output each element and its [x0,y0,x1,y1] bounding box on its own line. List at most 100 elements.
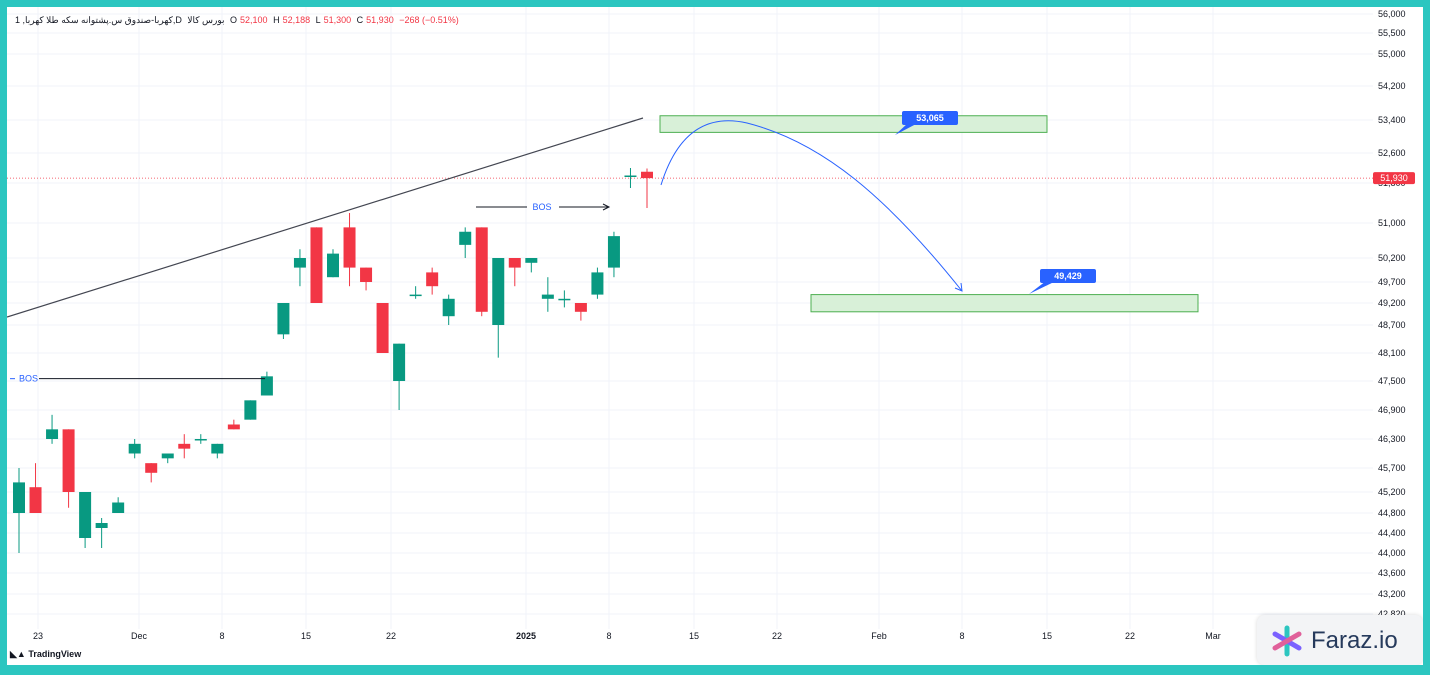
faraz-watermark: Faraz.io [1257,615,1423,665]
close-value: 51,930 [366,15,394,25]
change-value: −268 (−0.51%) [399,15,459,25]
bos-arrow-head [602,203,611,211]
candle-body[interactable] [244,400,257,420]
candle-body[interactable] [178,443,191,449]
candle-body[interactable] [409,294,422,297]
candle-body[interactable] [459,231,472,245]
time-tick-label: 15 [689,631,699,641]
candle-body[interactable] [607,236,620,268]
target-label-upper[interactable] [902,111,958,125]
price-tick-label: 48,700 [1378,320,1406,330]
time-tick-label: 15 [1042,631,1052,641]
projection-path[interactable] [660,120,963,292]
target-label-upper-pointer [895,123,918,135]
candle-body[interactable] [145,463,158,473]
faraz-star-icon [1272,625,1302,657]
exchange-name: بورس کالا [187,15,225,25]
time-tick-label: 22 [386,631,396,641]
price-tick-label: 48,100 [1378,348,1406,358]
candle-body[interactable] [29,487,42,513]
candle-body[interactable] [327,253,339,278]
candle-body[interactable] [211,443,224,454]
price-tick-label: 43,600 [1378,568,1406,578]
price-tick-label: 46,300 [1378,434,1406,444]
candle-body[interactable] [492,258,505,325]
price-tick-label: 55,500 [1378,28,1406,38]
candle-body[interactable] [293,258,306,268]
price-tick-label: 51,000 [1378,218,1406,228]
candle-body[interactable] [541,294,554,299]
high-label: H [273,15,280,25]
high-value: 52,188 [282,15,311,25]
candle-body[interactable] [376,303,389,353]
candle-body[interactable] [442,298,455,317]
time-tick-label: Dec [131,631,148,641]
price-tick-label: 49,700 [1378,277,1406,287]
price-tick-label: 56,000 [1378,9,1406,19]
time-tick-label: 23 [33,631,43,641]
candle-body[interactable] [227,424,240,430]
candle-body[interactable] [46,429,59,439]
candle-body[interactable] [475,227,488,312]
candle-body[interactable] [360,267,373,282]
projection-arrow-head [954,282,963,292]
price-tick-label: 45,700 [1378,463,1406,473]
open-label: O [230,15,238,25]
price-tick-label: 53,400 [1378,115,1406,125]
price-tick-label: 42,820 [1378,609,1406,619]
bos-label-1: BOS [19,374,38,384]
candle-body[interactable] [13,482,25,513]
candle-body[interactable] [591,272,604,295]
time-tick-label: Mar [1205,631,1221,641]
candle-body[interactable] [393,343,406,381]
candle-body[interactable] [525,258,538,263]
time-tick-label: 15 [301,631,311,641]
price-tick-label: 49,200 [1378,298,1406,308]
tradingview-text: TradingView [28,649,82,659]
time-tick-label: Feb [871,631,887,641]
candle-body[interactable] [508,258,521,268]
candle-body[interactable] [426,272,439,287]
bos-label-2: BOS [532,202,551,212]
price-tick-label: 43,200 [1378,589,1406,599]
candle-body[interactable] [79,492,92,538]
candle-body[interactable] [310,227,323,303]
target-zone-lower[interactable] [810,294,1199,313]
last-price-tag[interactable] [1373,172,1415,185]
candle-body[interactable] [112,502,125,514]
trendline[interactable] [7,117,644,318]
chart-canvas[interactable]: 56,00055,50055,00054,20053,40052,60051,8… [7,7,1423,665]
candle-body[interactable] [260,376,273,396]
price-tick-label: 55,000 [1378,49,1406,59]
candle-body[interactable] [641,171,653,179]
price-tick-label: 52,600 [1378,148,1406,158]
candle-body[interactable] [558,298,571,301]
target-zone-upper[interactable] [659,115,1048,133]
candle-body[interactable] [95,523,108,528]
candle-body[interactable] [161,453,174,459]
time-tick-label: 2025 [516,631,536,641]
time-tick-label: 8 [606,631,611,641]
tradingview-logo[interactable]: ◣▲ TradingView [10,649,81,660]
candle-body[interactable] [574,303,587,312]
faraz-text: Faraz.io [1311,627,1398,654]
price-tick-label: 44,000 [1378,548,1406,558]
last-price-tag-label: 51,930 [1380,173,1408,183]
open-value: 52,100 [240,15,268,25]
price-tick-label: 45,200 [1378,487,1406,497]
target-label-lower-text: 49,429 [1054,271,1082,281]
candle-body[interactable] [624,175,637,178]
candle-body[interactable] [194,439,207,441]
target-label-lower[interactable] [1040,269,1096,283]
tradingview-icon: ◣▲ [10,649,29,659]
symbol-name[interactable]: 1 ,کهربا-صندوق س.پشتوانه سکه طلا کهربا,D [15,15,182,25]
candle-body[interactable] [62,429,75,492]
price-tick-label: 50,200 [1378,253,1406,263]
time-tick-label: 8 [959,631,964,641]
chart-frame: 56,00055,50055,00054,20053,40052,60051,8… [7,7,1423,665]
close-label: C [356,15,364,25]
candle-body[interactable] [128,443,141,454]
low-value: 51,300 [323,15,352,25]
candle-body[interactable] [277,303,290,335]
candle-body[interactable] [343,227,356,268]
